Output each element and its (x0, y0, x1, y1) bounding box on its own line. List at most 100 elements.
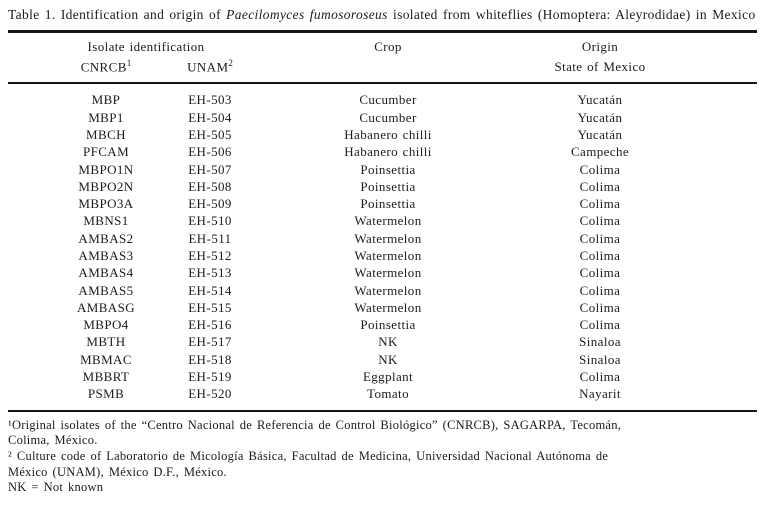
footnote-line: México (UNAM), México D.F., México. (8, 464, 227, 479)
cell-unam: EH-503 (188, 92, 232, 108)
cell-crop: Watermelon (354, 230, 422, 246)
cell-unam: EH-511 (188, 230, 232, 246)
cell-cnrcb: PFCAM (82, 144, 130, 160)
table-row: MBCH EH-505 Habanero chilli Yucatán (8, 126, 757, 143)
cell-origin: Colima (579, 265, 621, 281)
cell-cnrcb: MBPO2N (78, 178, 134, 194)
cell-unam: EH-519 (188, 369, 232, 385)
cell-origin: Sinaloa (579, 351, 621, 367)
table-row: AMBAS5 EH-514 Watermelon Colima (8, 282, 757, 299)
header-crop: Crop (374, 39, 402, 54)
cell-crop: Poinsettia (360, 178, 416, 194)
table-caption: Table 1. Identification and origin of Pa… (8, 7, 760, 22)
table-row: MBPO3A EH-509 Poinsettia Colima (8, 195, 757, 212)
cell-cnrcb: MBNS1 (83, 213, 129, 229)
table-row: MBPO1N EH-507 Poinsettia Colima (8, 161, 757, 178)
cell-crop: Habanero chilli (344, 126, 432, 142)
table-row: MBBRT EH-519 Eggplant Colima (8, 368, 757, 385)
cell-cnrcb: AMBAS2 (78, 230, 134, 246)
cell-crop: Tomato (367, 386, 409, 402)
table-row: MBPO4 EH-516 Poinsettia Colima (8, 316, 757, 333)
cell-unam: EH-506 (188, 144, 232, 160)
cell-crop: Watermelon (354, 248, 422, 263)
footnote-line: ² Culture code of Laboratorio de Micolog… (8, 449, 609, 464)
cell-cnrcb: AMBAS4 (78, 265, 134, 281)
cell-unam: EH-514 (188, 282, 232, 298)
cell-cnrcb: MBPO4 (83, 317, 129, 333)
cell-crop: Eggplant (362, 369, 414, 385)
cell-origin: Colima (579, 161, 621, 177)
cell-cnrcb: MBTH (86, 334, 126, 350)
cell-unam: EH-507 (188, 161, 232, 177)
cell-crop: Poinsettia (360, 317, 416, 333)
cell-origin: Nayarit (579, 386, 621, 402)
cell-origin: Colima (579, 282, 621, 298)
cell-origin: Colima (579, 369, 621, 385)
header-unam: UNAM2 (168, 55, 269, 85)
cell-origin: Colima (579, 213, 621, 229)
cell-unam: EH-513 (188, 265, 232, 281)
cell-crop: Poinsettia (360, 196, 416, 212)
caption-suffix: isolated from whiteflies (Homoptera: Ale… (387, 7, 756, 22)
cell-origin: Yucatán (577, 109, 623, 125)
cell-cnrcb: MBPO1N (78, 161, 134, 177)
table-row: MBPO2N EH-508 Poinsettia Colima (8, 178, 757, 195)
table-row: MBP1 EH-504 Cucumber Yucatán (8, 109, 757, 126)
cell-cnrcb: MBP1 (88, 109, 124, 125)
header-state-of-mexico: State of Mexico (523, 55, 758, 85)
cell-origin: Campeche (570, 144, 630, 160)
cell-cnrcb: AMBAS3 (78, 248, 134, 263)
cell-cnrcb: PSMB (87, 386, 125, 402)
cell-cnrcb: MBMAC (80, 351, 132, 367)
table-row: AMBASG EH-515 Watermelon Colima (8, 299, 757, 316)
cell-origin: Colima (579, 299, 621, 315)
table-header: Isolate identification Crop Origin CNRCB… (8, 32, 758, 85)
cell-unam: EH-516 (188, 317, 232, 333)
footnotes: ¹Original isolates of the “Centro Nacion… (8, 418, 760, 497)
header-unam-footnote-marker: 2 (228, 58, 233, 68)
cell-unam: EH-518 (188, 351, 232, 367)
footnote-line: ¹Original isolates of the “Centro Nacion… (8, 417, 622, 432)
cell-crop: Watermelon (354, 213, 422, 229)
cell-cnrcb: MBPO3A (78, 196, 134, 212)
header-unam-label: UNAM (187, 59, 229, 75)
footnote-line: Colima, México. (8, 433, 98, 448)
cell-unam: EH-509 (188, 196, 232, 212)
cell-unam: EH-517 (188, 334, 232, 350)
cell-origin: Colima (579, 248, 621, 263)
header-origin: Origin (581, 39, 619, 54)
cell-crop: NK (378, 351, 398, 367)
cell-cnrcb: AMBAS5 (78, 282, 134, 298)
cell-origin: Colima (579, 196, 621, 212)
isolates-table: Isolate identification Crop Origin CNRCB… (8, 30, 758, 412)
table-row: AMBAS2 EH-511 Watermelon Colima (8, 230, 757, 247)
cell-cnrcb: MBP (91, 92, 121, 108)
cell-origin: Sinaloa (579, 334, 621, 350)
cell-origin: Yucatán (577, 92, 623, 108)
cell-origin: Colima (579, 317, 621, 333)
cell-cnrcb: MBBRT (82, 369, 130, 385)
table-row: MBNS1 EH-510 Watermelon Colima (8, 212, 757, 229)
table-row: AMBAS4 EH-513 Watermelon Colima (8, 264, 757, 281)
caption-prefix: Table 1. Identification and origin of (8, 7, 227, 22)
cell-cnrcb: AMBASG (76, 299, 136, 315)
cell-unam: EH-508 (188, 178, 232, 194)
cell-origin: Colima (579, 230, 621, 246)
cell-unam: EH-505 (188, 126, 232, 142)
cell-crop: Poinsettia (360, 161, 416, 177)
header-crop-spacer (268, 55, 524, 85)
table-row: PSMB EH-520 Tomato Nayarit (8, 385, 757, 410)
header-isolate-identification: Isolate identification (87, 39, 205, 54)
footnote-nk-definition: NK = Not known (8, 480, 104, 495)
table-row: MBTH EH-517 NK Sinaloa (8, 333, 757, 350)
cell-crop: Habanero chilli (344, 144, 432, 160)
cell-origin: Yucatán (577, 126, 623, 142)
header-cnrcb-footnote-marker: 1 (126, 58, 132, 68)
cell-crop: Cucumber (359, 92, 417, 108)
table-row: AMBAS3 EH-512 Watermelon Colima (8, 247, 757, 264)
header-cnrcb-label: CNRCB (80, 59, 127, 75)
cell-crop: Watermelon (354, 282, 422, 298)
cell-crop: NK (378, 334, 398, 350)
table-row: MBP EH-503 Cucumber Yucatán (8, 83, 757, 108)
